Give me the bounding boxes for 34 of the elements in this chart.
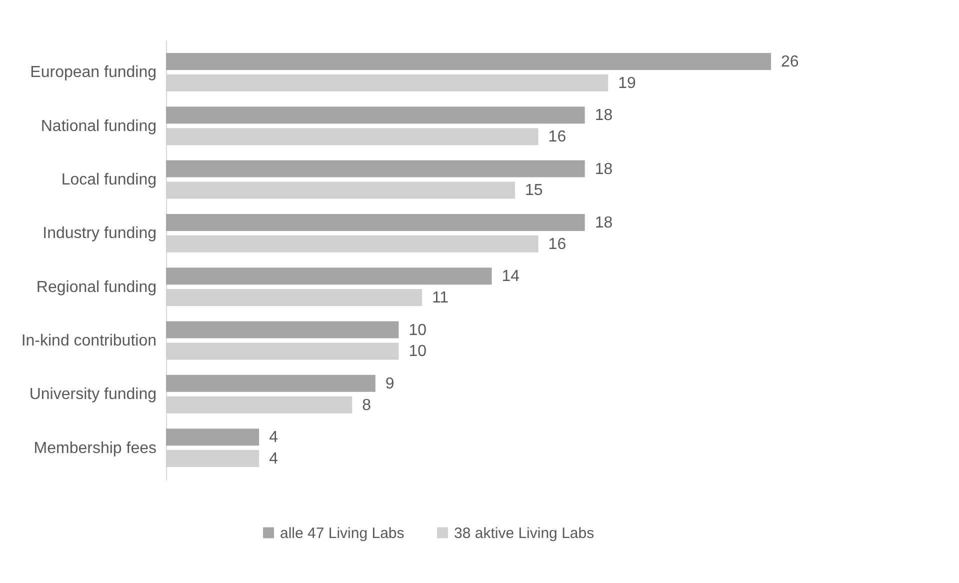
data-label: 4 — [269, 450, 278, 468]
data-label: 16 — [548, 236, 566, 253]
y-tick-label: National funding — [40, 118, 156, 135]
data-label: 8 — [362, 396, 372, 414]
data-label: 19 — [618, 74, 636, 92]
legend-label: alle 47 Living Labs — [280, 524, 404, 542]
y-tick-label: Regional funding — [36, 278, 156, 296]
bar — [166, 214, 585, 231]
data-label: 4 — [269, 429, 278, 446]
bar — [166, 160, 585, 178]
bar — [166, 428, 260, 446]
data-label: 9 — [385, 375, 394, 392]
bar — [166, 52, 771, 70]
data-label: 18 — [594, 107, 613, 124]
data-label: 14 — [502, 268, 520, 286]
y-tick-label: European funding — [30, 64, 156, 82]
data-label: 18 — [594, 214, 613, 232]
y-tick-label: Membership fees — [34, 440, 156, 457]
y-tick-label: In-kind contribution — [21, 332, 156, 350]
data-label: 15 — [525, 182, 543, 200]
data-label: 11 — [432, 290, 449, 307]
data-label: 16 — [548, 128, 566, 146]
bar — [166, 106, 585, 124]
bar — [166, 321, 399, 338]
data-label: 10 — [408, 322, 427, 339]
y-tick-label: University funding — [29, 386, 156, 404]
bar — [166, 374, 376, 392]
data-label: 10 — [408, 343, 427, 360]
data-label: 18 — [594, 160, 613, 178]
data-label: 26 — [781, 53, 799, 70]
y-tick-label: Local funding — [61, 172, 156, 189]
bar — [166, 268, 492, 285]
legend-label: 38 aktive Living Labs — [454, 524, 594, 542]
y-tick-label: Industry funding — [42, 225, 156, 242]
